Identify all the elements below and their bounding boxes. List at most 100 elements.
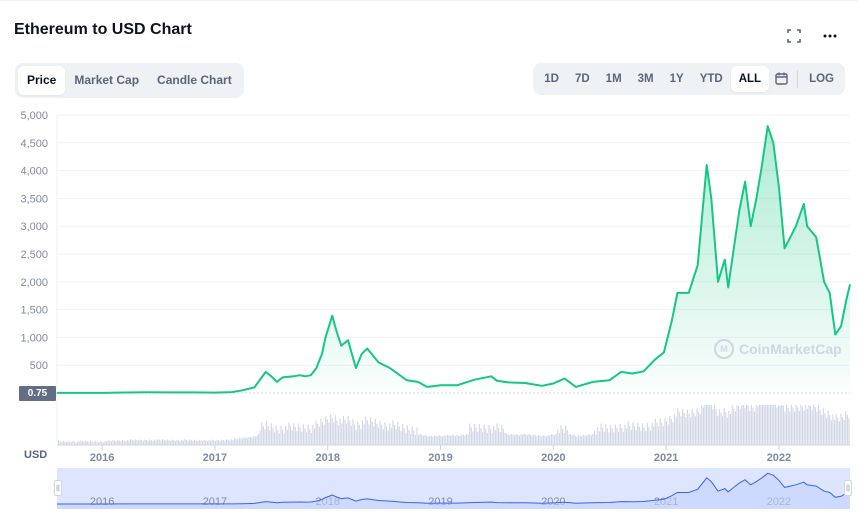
volume-bar [502,428,504,445]
volume-bar [358,425,360,445]
volume-bar [643,427,645,445]
volume-bar [90,440,92,445]
volume-bar [547,435,549,445]
volume-bar [346,423,348,445]
volume-bar [478,424,480,445]
y-tick-label: 500 [30,360,48,372]
volume-bar [389,423,391,445]
tab-price[interactable]: Price [18,66,66,95]
price-point [849,283,851,286]
volume-bar [517,434,519,445]
volume-bar [550,434,552,445]
volume-bar [102,442,104,445]
volume-bar [520,434,522,445]
volume-bar [125,441,127,445]
volume-bar [650,430,652,445]
volume-bar [290,426,292,445]
volume-bar [715,409,717,445]
volume-bar [387,430,389,445]
price-point [377,361,380,364]
price-point [231,391,233,393]
price-point [803,203,805,205]
volume-bar [830,420,832,445]
range-7d[interactable]: 7D [574,73,590,85]
volume-bar [664,418,666,445]
volume-bar [154,439,156,445]
volume-bar [725,412,727,445]
volume-bar [482,432,484,445]
volume-bar [574,435,576,445]
x-tick-label: 2019 [428,452,452,464]
volume-bar [210,440,212,445]
tab-candle-chart[interactable]: Candle Chart [157,73,232,87]
volume-bar [774,405,776,445]
volume-bar [682,408,684,445]
calendar-icon[interactable] [769,66,794,92]
price-chart[interactable]: 500 1,000 1,500 2,000 2,500 3,000 3,500 4,000 4,… [0,100,858,516]
price-point [439,384,442,386]
price-point [282,376,284,379]
log-toggle[interactable]: LOG [809,73,834,85]
price-point [654,359,656,361]
volume-bar [822,408,824,445]
navigator-right-handle[interactable]: || [844,480,852,496]
volume-bar [250,437,252,445]
range-3m[interactable]: 3M [637,73,654,85]
volume-bar [421,434,423,445]
volume-bar [178,440,180,445]
volume-bar [750,405,752,445]
range-all[interactable]: ALL [730,66,770,92]
range-ytd[interactable]: YTD [699,73,723,85]
volume-bar [146,440,148,445]
volume-bar [827,410,829,445]
volume-bar [429,435,431,445]
volume-bar [230,439,232,445]
range-1y[interactable]: 1Y [669,73,684,85]
price-point [315,367,318,369]
volume-bar [784,411,786,445]
volume-bar [707,405,709,445]
volume-bar [408,429,410,445]
volume-bar [776,407,778,445]
volume-bar [515,434,517,445]
volume-bar [762,405,764,445]
volume-bar [544,435,546,445]
range-1m[interactable]: 1M [605,73,622,85]
volume-bar [789,411,791,445]
navigator-left-handle[interactable]: || [54,480,62,496]
volume-bar [816,411,818,445]
volume-bar [322,422,324,445]
price-point [697,264,699,266]
volume-bar [416,427,418,445]
volume-bar [573,434,575,445]
x-tick-label: 2021 [654,452,678,464]
volume-bar [394,424,396,445]
volume-bar [390,427,392,445]
price-point [733,247,735,250]
volume-bar [592,433,594,445]
range-1d[interactable]: 1D [544,73,559,85]
top-border [0,0,858,1]
volume-bar [168,440,170,445]
volume-bar [528,434,530,445]
tab-market-cap[interactable]: Market Cap [74,73,140,87]
volume-bar [126,439,128,445]
fullscreen-icon[interactable] [784,26,804,46]
volume-bar [666,421,668,445]
volume-bar [581,436,583,445]
volume-bar [189,439,191,445]
volume-bar [352,419,354,445]
price-point [101,392,103,394]
volume-bar [584,435,586,445]
volume-bar [227,440,229,445]
price-point [146,391,148,393]
volume-bar [840,413,842,445]
volume-bar [363,424,365,445]
more-icon[interactable] [820,26,840,46]
chart-title: Ethereum to USD Chart [14,21,192,38]
price-point [310,374,312,376]
volume-bar [758,405,760,445]
y-tick-label: 4,000 [20,166,48,178]
volume-bar [523,433,525,445]
